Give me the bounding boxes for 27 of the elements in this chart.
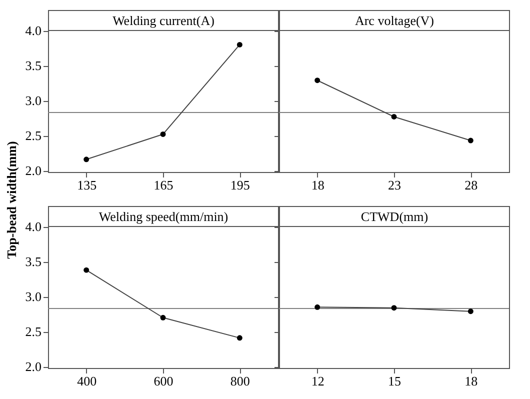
x-tick-label: 165 xyxy=(154,178,174,192)
y-tick-label: 4.0 xyxy=(25,23,42,38)
x-tick-label: 12 xyxy=(311,374,324,388)
x-tick-label: 28 xyxy=(464,178,478,192)
chart-title: Welding speed(mm/min) xyxy=(48,206,279,227)
y-tick-label: 3.5 xyxy=(25,254,42,270)
x-tick-label: 600 xyxy=(154,374,174,388)
x-tick-label: 18 xyxy=(311,178,324,192)
y-tick-label: 4.0 xyxy=(25,219,42,234)
x-tick-label: 195 xyxy=(230,178,250,192)
y-tick-label: 2.0 xyxy=(25,359,42,374)
y-tick-label: 3.0 xyxy=(25,93,42,108)
chart-title: Arc voltage(V) xyxy=(279,10,510,31)
x-tick-label: 15 xyxy=(388,374,401,388)
x-tick-label: 800 xyxy=(230,374,250,388)
x-tick-label: 23 xyxy=(388,178,401,192)
y-tick-label: 2.5 xyxy=(25,128,42,144)
chart-title: CTWD(mm) xyxy=(279,206,510,227)
y-tick-label: 3.0 xyxy=(25,289,42,304)
y-tick-label: 2.0 xyxy=(25,163,42,178)
y-tick-label: 3.5 xyxy=(25,58,42,74)
y-tick-label: 2.5 xyxy=(25,324,42,340)
y-axis-title: Top-bead width(mm) xyxy=(4,141,20,259)
x-tick-label: 135 xyxy=(77,178,97,192)
x-tick-label: 400 xyxy=(77,374,97,388)
chart-title: Welding current(A) xyxy=(48,10,279,31)
x-tick-label: 18 xyxy=(464,374,478,388)
